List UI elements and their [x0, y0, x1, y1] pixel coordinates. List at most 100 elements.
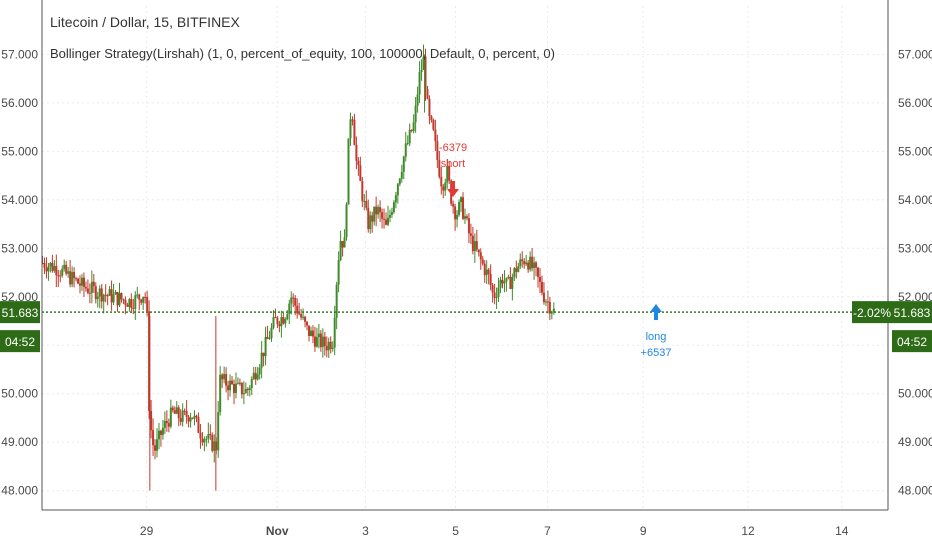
- candle-body: [481, 259, 484, 264]
- candle-body: [335, 284, 338, 318]
- candle-body: [211, 434, 214, 451]
- candle-body: [329, 341, 332, 349]
- candle-body: [302, 316, 305, 318]
- candle-body: [236, 382, 239, 384]
- candle-body: [75, 278, 78, 280]
- candle-body: [183, 410, 186, 412]
- candle-body: [197, 417, 200, 433]
- candle-body: [120, 293, 123, 300]
- countdown-badge-left: [0, 330, 40, 353]
- y-tick-label-left: 56.000: [1, 96, 38, 110]
- candle-body: [402, 156, 405, 172]
- candle-body: [531, 256, 534, 269]
- candle-body: [294, 298, 297, 306]
- candle-body: [371, 215, 374, 222]
- candle-body: [319, 333, 322, 348]
- candle-body: [288, 303, 291, 315]
- y-tick-label-left: 55.000: [1, 144, 38, 158]
- candle-body: [217, 412, 220, 451]
- candle-body: [363, 200, 366, 202]
- candle-body: [248, 388, 251, 391]
- candle-body: [381, 212, 384, 219]
- candle-body: [353, 119, 356, 145]
- candle-body: [98, 288, 101, 297]
- candle-body: [150, 411, 153, 431]
- candle-body: [355, 144, 358, 161]
- candle-body: [296, 305, 299, 314]
- candle-body: [59, 275, 62, 277]
- x-tick-label: 14: [835, 524, 849, 538]
- candle-body: [375, 206, 378, 215]
- candle-body: [540, 281, 543, 293]
- candle-body: [138, 294, 141, 300]
- candle-body: [209, 434, 212, 436]
- candle-body: [458, 202, 461, 215]
- candles: [41, 44, 555, 491]
- candle-body: [274, 317, 277, 319]
- candle-body: [460, 197, 463, 203]
- candle-body: [462, 197, 465, 219]
- candle-body: [181, 410, 184, 422]
- candle-body: [260, 352, 263, 368]
- candle-body: [436, 141, 439, 160]
- candle-body: [47, 266, 50, 272]
- candle-body: [232, 384, 235, 393]
- change-label: -2.02%: [853, 306, 891, 320]
- candle-body: [227, 385, 230, 391]
- candle-body: [116, 292, 119, 306]
- candle-body: [84, 286, 87, 289]
- candle-body: [205, 438, 208, 440]
- candle-body: [201, 438, 204, 443]
- candle-body: [282, 317, 285, 324]
- candle-body: [309, 330, 312, 336]
- candle-body: [167, 423, 170, 427]
- candle-body: [110, 289, 113, 303]
- candle-body: [177, 407, 180, 419]
- candle-body: [286, 314, 289, 320]
- candle-body: [434, 129, 437, 142]
- candle-body: [185, 410, 188, 417]
- candle-body: [410, 129, 413, 132]
- y-tick-label-right: 54.000: [898, 193, 932, 207]
- y-tick-label-right: 48.000: [898, 484, 932, 498]
- candle-body: [67, 271, 70, 274]
- candle-body: [467, 218, 470, 234]
- candle-body: [369, 215, 372, 230]
- candle-body: [339, 241, 342, 261]
- long-label: long: [646, 331, 667, 343]
- candle-body: [199, 432, 202, 439]
- candle-body: [231, 380, 234, 385]
- candle-body: [65, 264, 68, 274]
- candle-body: [414, 105, 417, 123]
- candle-body: [367, 207, 370, 230]
- candle-body: [219, 374, 222, 413]
- candle-body: [483, 263, 486, 276]
- candle-body: [383, 218, 386, 220]
- candle-body: [497, 287, 500, 297]
- candle-body: [513, 268, 516, 278]
- candle-body: [359, 165, 362, 181]
- candle-body: [268, 338, 271, 340]
- candle-body: [428, 98, 431, 117]
- candle-body: [252, 372, 255, 379]
- candle-body: [515, 268, 518, 272]
- candle-body: [432, 120, 435, 130]
- candle-body: [53, 265, 56, 271]
- candle-body: [140, 299, 143, 303]
- candle-body: [527, 262, 530, 270]
- last-price-badge-left: [0, 301, 40, 324]
- x-tick-label: 5: [452, 524, 459, 538]
- candle-body: [304, 316, 307, 322]
- short-arrow-icon: [447, 189, 459, 197]
- candle-body: [61, 268, 64, 276]
- candle-body: [323, 336, 326, 347]
- candle-body: [495, 296, 498, 298]
- candle-body: [49, 262, 52, 267]
- candle-body: [420, 69, 423, 73]
- strategy-label[interactable]: Bollinger Strategy(Lirshah) (1, 0, perce…: [50, 46, 555, 61]
- candle-body: [254, 372, 257, 380]
- candle-body: [43, 263, 46, 268]
- candle-body: [406, 143, 409, 145]
